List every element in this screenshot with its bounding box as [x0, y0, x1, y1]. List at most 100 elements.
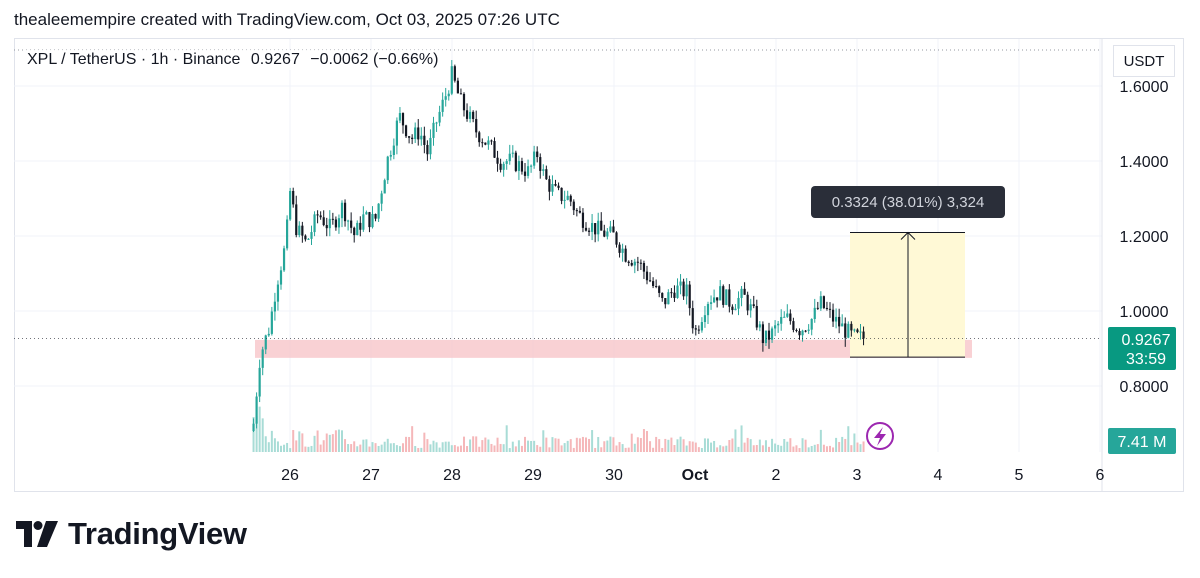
candle-body [691, 308, 694, 329]
volume-bar [639, 438, 642, 452]
candle-body [584, 227, 588, 231]
candle-body [761, 324, 764, 344]
candle-body [716, 297, 719, 301]
candle-body [526, 166, 530, 176]
candle-body [408, 136, 411, 138]
volume-bar [710, 442, 713, 452]
volume-bar [356, 446, 359, 452]
candle-body [392, 145, 395, 155]
volume-bar [609, 436, 612, 452]
currency-button[interactable]: USDT [1113, 45, 1175, 77]
volume-bar [423, 432, 426, 452]
candle-body [386, 156, 389, 181]
symbol-legend[interactable]: XPL / TetherUS · 1h · Binance 0.9267 −0.… [24, 50, 448, 70]
candle-body [563, 199, 566, 201]
candle-body [594, 223, 597, 235]
candle-body [752, 304, 755, 307]
candle-body [295, 204, 298, 236]
volume-bar [261, 418, 264, 452]
volume-bar [816, 444, 819, 452]
volume-bar [469, 439, 472, 452]
candle-body [560, 187, 563, 201]
candle-series [252, 60, 865, 433]
candle-body [850, 323, 853, 331]
volume-bar [417, 447, 420, 452]
volume-bar [755, 445, 758, 452]
candle-body [353, 227, 356, 236]
volume-bar [490, 443, 493, 452]
volume-bar [780, 445, 783, 452]
volume-bar [392, 443, 395, 452]
volume-bar [685, 445, 688, 452]
candle-body [767, 330, 771, 340]
volume-bar [395, 445, 398, 452]
volume-bar [774, 443, 777, 452]
volume-bar [630, 433, 633, 452]
tradingview-logo[interactable]: TradingView [16, 516, 247, 552]
volume-bar [847, 426, 850, 452]
volume-bar [463, 436, 465, 452]
candle-body [795, 329, 798, 332]
volume-bar [658, 439, 661, 452]
volume-bar [472, 436, 475, 452]
measure-arrow-head [900, 231, 916, 240]
price-badge [1108, 327, 1176, 370]
candle-body [377, 203, 380, 219]
volume-bar [716, 447, 719, 452]
candle-body [667, 292, 670, 305]
chart-grid [14, 39, 1103, 492]
candle-body [804, 330, 807, 332]
candle-body [801, 330, 804, 336]
candle-body [731, 306, 734, 311]
volume-bar [719, 445, 722, 452]
volume-bar [761, 445, 764, 452]
volume-bar [642, 429, 645, 452]
volume-bar [743, 442, 746, 452]
candle-body [414, 127, 417, 140]
candle-body [719, 286, 722, 301]
volume-bar [398, 446, 401, 452]
candle-body [600, 220, 603, 231]
candle-body [350, 220, 353, 228]
candle-body [835, 316, 838, 322]
volume-bar [374, 443, 377, 452]
volume-bar [283, 444, 286, 452]
candle-body [777, 323, 780, 326]
chart-frame[interactable] [14, 38, 1184, 492]
volume-bar [661, 447, 664, 452]
candle-body [810, 319, 813, 330]
candle-body [286, 219, 289, 249]
volume-bar [420, 447, 423, 452]
volume-bar [725, 445, 728, 452]
volume-bar [481, 440, 484, 452]
candle-body [572, 201, 575, 211]
volume-bar [581, 436, 584, 452]
candle-body [566, 195, 569, 200]
candle-body [383, 180, 386, 194]
volume-bar [783, 439, 786, 452]
candle-body [331, 218, 334, 220]
candle-body [316, 214, 319, 216]
volume-bar [563, 443, 566, 452]
volume-bar [691, 441, 694, 452]
volume-bar [551, 437, 554, 452]
candle-body [401, 113, 405, 126]
candle-body [292, 190, 295, 205]
candle-body [798, 331, 801, 336]
volume-bar [612, 437, 615, 452]
volume-bar [298, 431, 301, 452]
volume-bar [542, 430, 545, 452]
volume-bar [289, 448, 292, 452]
volume-bar [807, 447, 810, 452]
candle-body [380, 193, 383, 204]
volume-bar [764, 440, 767, 452]
volume-bar [408, 436, 411, 452]
volume-bar [325, 433, 328, 452]
candle-body [658, 286, 661, 293]
volume-bar [487, 439, 490, 452]
x-tick-label: 30 [605, 467, 623, 484]
candle-body [359, 222, 362, 230]
candle-body [469, 111, 472, 119]
candle-body [813, 307, 816, 320]
